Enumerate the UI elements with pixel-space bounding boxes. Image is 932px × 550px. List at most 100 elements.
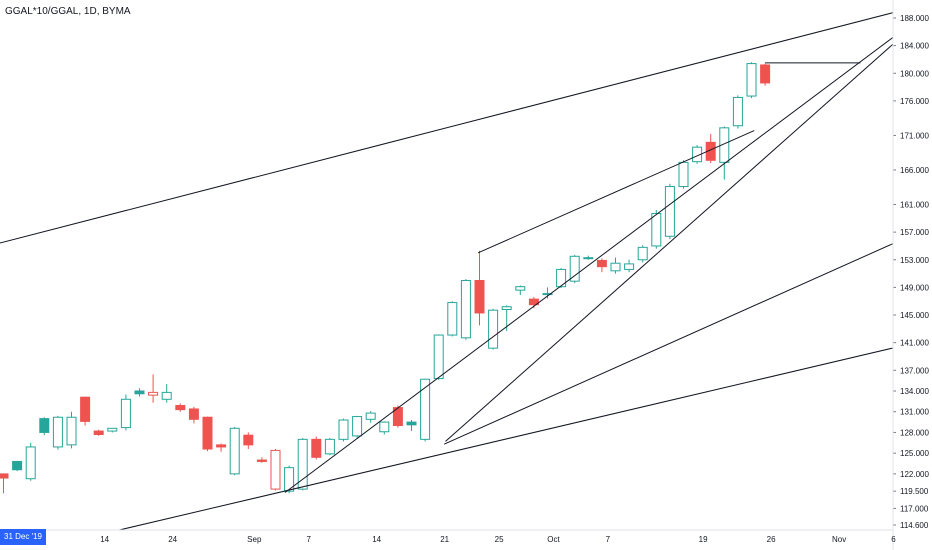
candle[interactable] xyxy=(515,285,526,295)
candle[interactable] xyxy=(596,258,607,273)
candle[interactable] xyxy=(732,95,743,129)
candle[interactable] xyxy=(188,406,199,424)
candle-body xyxy=(93,430,104,436)
candle[interactable] xyxy=(120,394,131,431)
candle-body xyxy=(596,259,607,268)
candle-body xyxy=(66,416,77,446)
candle-body xyxy=(120,398,131,429)
candle[interactable] xyxy=(556,268,567,289)
candle[interactable] xyxy=(66,411,77,449)
candle[interactable] xyxy=(256,457,267,463)
candle-body xyxy=(229,427,240,475)
candle[interactable] xyxy=(569,254,580,284)
candle[interactable] xyxy=(324,437,335,456)
time-tick-label: 26 xyxy=(767,535,776,544)
candle[interactable] xyxy=(311,436,322,460)
candle[interactable] xyxy=(719,126,730,180)
candle[interactable] xyxy=(392,405,403,428)
candle-body xyxy=(324,438,335,455)
candle[interactable] xyxy=(678,160,689,189)
trendline[interactable] xyxy=(477,130,755,254)
candle[interactable] xyxy=(610,257,621,274)
candle[interactable] xyxy=(175,403,186,412)
candle-body xyxy=(420,378,431,440)
time-tick-label: Sep xyxy=(247,535,262,544)
price-tick-label: 188.000 xyxy=(900,14,929,23)
candle-body xyxy=(678,161,689,188)
candle[interactable] xyxy=(39,417,50,436)
candle[interactable] xyxy=(107,427,118,433)
candle-body xyxy=(732,96,743,127)
candle[interactable] xyxy=(216,443,227,452)
candle-body xyxy=(216,444,227,448)
candle[interactable] xyxy=(664,183,675,240)
candle[interactable] xyxy=(134,388,145,397)
candle[interactable] xyxy=(243,432,254,450)
candle-body xyxy=(52,416,63,448)
trendline[interactable] xyxy=(443,222,932,445)
candle[interactable] xyxy=(0,473,9,494)
candle[interactable] xyxy=(352,415,363,438)
trendline[interactable] xyxy=(0,0,932,247)
candle[interactable] xyxy=(338,418,349,442)
candle[interactable] xyxy=(637,245,648,263)
trendline[interactable] xyxy=(445,1,932,442)
candle[interactable] xyxy=(12,460,23,472)
candle[interactable] xyxy=(760,63,771,86)
candle[interactable] xyxy=(80,396,91,426)
candle[interactable] xyxy=(270,449,281,491)
candle[interactable] xyxy=(542,287,553,299)
price-tick-label: 114.600 xyxy=(900,521,929,530)
candle-body xyxy=(610,262,621,272)
candle[interactable] xyxy=(284,465,295,494)
candle[interactable] xyxy=(379,421,390,435)
candle[interactable] xyxy=(651,210,662,249)
time-tick-label: 19 xyxy=(699,535,708,544)
price-tick-label: 137.000 xyxy=(900,366,929,375)
candle-body xyxy=(243,434,254,446)
candle[interactable] xyxy=(583,255,594,260)
candle[interactable] xyxy=(365,411,376,423)
candle-body xyxy=(365,412,376,420)
candle[interactable] xyxy=(406,420,417,432)
candle[interactable] xyxy=(420,378,431,442)
candle[interactable] xyxy=(433,334,444,380)
candle-body xyxy=(202,416,213,450)
trendline[interactable] xyxy=(284,1,932,493)
price-tick-label: 119.500 xyxy=(900,487,929,496)
price-tick-label: 166.000 xyxy=(900,166,929,175)
candle-body xyxy=(311,438,322,458)
time-tick-label: Oct xyxy=(547,535,560,544)
candle-body xyxy=(256,459,267,462)
candle[interactable] xyxy=(297,437,308,491)
candle[interactable] xyxy=(488,308,499,350)
price-tick-label: 176.000 xyxy=(900,97,929,106)
trendline[interactable] xyxy=(108,337,932,532)
candle-body xyxy=(474,279,485,314)
candle[interactable] xyxy=(52,415,63,450)
time-tick-label: 24 xyxy=(168,535,177,544)
time-tick-label: 21 xyxy=(440,535,449,544)
candle-body xyxy=(583,257,594,260)
candle-body xyxy=(406,421,417,426)
candle[interactable] xyxy=(25,442,36,481)
time-tick-label: 14 xyxy=(100,535,109,544)
candle[interactable] xyxy=(148,374,159,403)
candle-body xyxy=(107,427,118,432)
candle[interactable] xyxy=(447,301,458,337)
candle[interactable] xyxy=(161,384,172,403)
candle-body xyxy=(12,460,23,471)
price-tick-label: 153.000 xyxy=(900,256,929,265)
price-tick-label: 134.000 xyxy=(900,387,929,396)
candle[interactable] xyxy=(202,416,213,452)
candle[interactable] xyxy=(460,279,471,340)
candle[interactable] xyxy=(93,429,104,436)
candle[interactable] xyxy=(501,305,512,331)
price-axis[interactable]: 114.600 117.000 119.500 122.000 125.000 128.0… xyxy=(893,14,929,530)
candle[interactable] xyxy=(746,62,757,99)
candle[interactable] xyxy=(474,250,485,326)
time-axis[interactable]: 101424Sep7142125Oct71926Nov6 xyxy=(0,0,896,550)
candle[interactable] xyxy=(229,426,240,476)
candle[interactable] xyxy=(624,259,635,273)
